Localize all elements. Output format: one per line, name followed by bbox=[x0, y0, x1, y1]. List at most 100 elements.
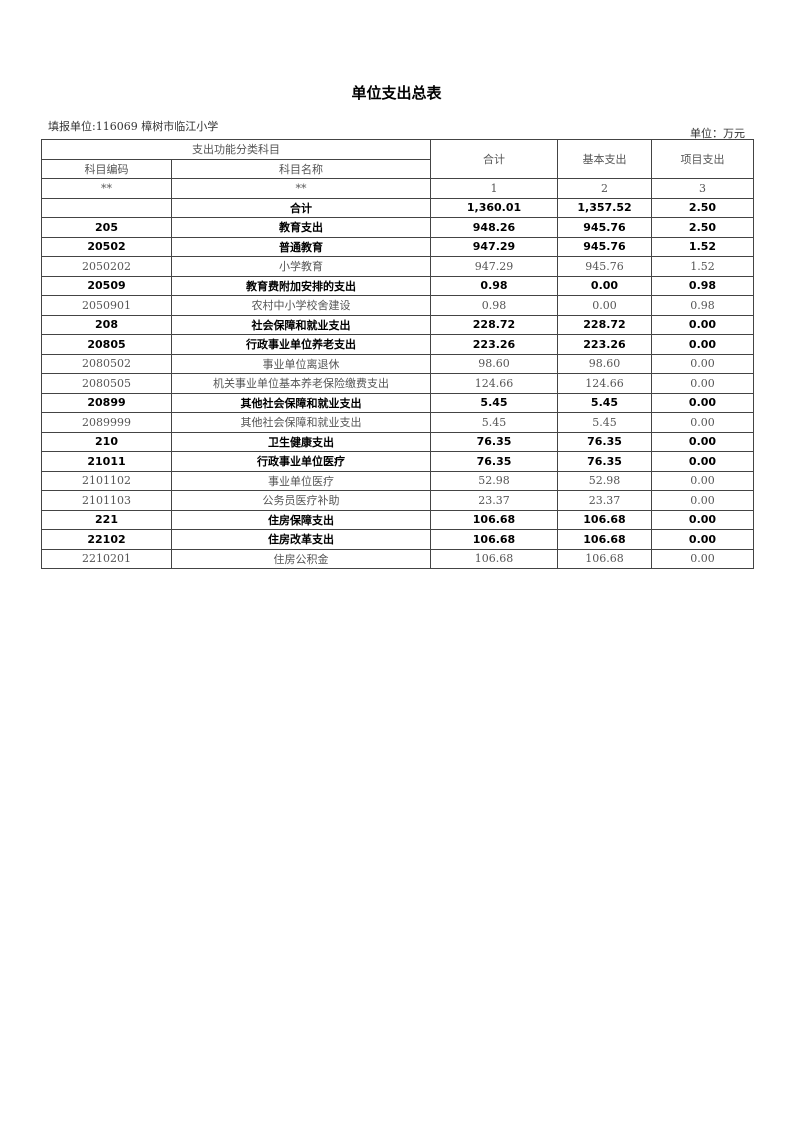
table-row: 2050202 小学教育 947.29 945.76 1.52 bbox=[41, 256, 754, 277]
cell-total: 106.68 bbox=[430, 509, 558, 530]
cell-total: 23.37 bbox=[430, 490, 558, 511]
cell-basic: 945.76 bbox=[557, 256, 652, 277]
header-total: 合计 bbox=[430, 139, 558, 179]
cell-basic: 98.60 bbox=[557, 353, 652, 374]
cell-code: 20899 bbox=[41, 392, 172, 413]
cell-project: 0.00 bbox=[651, 470, 754, 491]
cell-total: 106.68 bbox=[430, 548, 558, 569]
cell-name: 农村中小学校舍建设 bbox=[171, 295, 431, 316]
cell-project: 1.52 bbox=[651, 236, 754, 257]
cell-total: 124.66 bbox=[430, 373, 558, 394]
cell-basic: 1,357.52 bbox=[557, 197, 652, 218]
cell-project: 0.00 bbox=[651, 490, 754, 511]
cell-basic: 106.68 bbox=[557, 529, 652, 550]
cell-name: 小学教育 bbox=[171, 256, 431, 277]
cell-name: 公务员医疗补助 bbox=[171, 490, 431, 511]
cell-code: 2101102 bbox=[41, 470, 172, 491]
cell-name: 普通教育 bbox=[171, 236, 431, 257]
table-row: 20509 教育费附加安排的支出 0.98 0.00 0.98 bbox=[41, 275, 754, 296]
cell-basic: 0.00 bbox=[557, 275, 652, 296]
cell-total: 947.29 bbox=[430, 236, 558, 257]
cell-total: 106.68 bbox=[430, 529, 558, 550]
index-row: ** ** 1 2 3 bbox=[41, 178, 754, 199]
cell-code bbox=[41, 197, 172, 218]
cell-basic: 76.35 bbox=[557, 431, 652, 452]
index-cell: 3 bbox=[651, 178, 754, 199]
cell-project: 2.50 bbox=[651, 217, 754, 238]
cell-code: 2210201 bbox=[41, 548, 172, 569]
expenditure-table: 支出功能分类科目 合计 基本支出 项目支出 科目编码 科目名称 ** ** 1 … bbox=[41, 139, 754, 569]
cell-total: 0.98 bbox=[430, 275, 558, 296]
cell-code: 2089999 bbox=[41, 412, 172, 433]
index-cell: 2 bbox=[557, 178, 652, 199]
table-row: 合计 1,360.01 1,357.52 2.50 bbox=[41, 197, 754, 218]
cell-code: 2101103 bbox=[41, 490, 172, 511]
cell-code: 221 bbox=[41, 509, 172, 530]
cell-code: 2080502 bbox=[41, 353, 172, 374]
cell-basic: 106.68 bbox=[557, 548, 652, 569]
cell-name: 其他社会保障和就业支出 bbox=[171, 392, 431, 413]
cell-basic: 945.76 bbox=[557, 217, 652, 238]
cell-basic: 124.66 bbox=[557, 373, 652, 394]
table-row: 2080505 机关事业单位基本养老保险缴费支出 124.66 124.66 0.00 bbox=[41, 373, 754, 394]
table-row: 2050901 农村中小学校舍建设 0.98 0.00 0.98 bbox=[41, 295, 754, 316]
cell-code: 21011 bbox=[41, 451, 172, 472]
cell-project: 2.50 bbox=[651, 197, 754, 218]
cell-basic: 223.26 bbox=[557, 334, 652, 355]
cell-total: 1,360.01 bbox=[430, 197, 558, 218]
cell-basic: 228.72 bbox=[557, 314, 652, 335]
table-row: 208 社会保障和就业支出 228.72 228.72 0.00 bbox=[41, 314, 754, 335]
cell-name: 卫生健康支出 bbox=[171, 431, 431, 452]
cell-basic: 106.68 bbox=[557, 509, 652, 530]
cell-code: 20805 bbox=[41, 334, 172, 355]
table-row: 2101103 公务员医疗补助 23.37 23.37 0.00 bbox=[41, 490, 754, 511]
table-row: 22102 住房改革支出 106.68 106.68 0.00 bbox=[41, 529, 754, 550]
cell-code: 22102 bbox=[41, 529, 172, 550]
cell-basic: 23.37 bbox=[557, 490, 652, 511]
cell-project: 0.00 bbox=[651, 392, 754, 413]
cell-name: 住房保障支出 bbox=[171, 509, 431, 530]
cell-name: 教育支出 bbox=[171, 217, 431, 238]
cell-code: 2050202 bbox=[41, 256, 172, 277]
cell-project: 0.00 bbox=[651, 451, 754, 472]
cell-code: 210 bbox=[41, 431, 172, 452]
cell-total: 76.35 bbox=[430, 431, 558, 452]
cell-basic: 945.76 bbox=[557, 236, 652, 257]
cell-name: 机关事业单位基本养老保险缴费支出 bbox=[171, 373, 431, 394]
index-cell: ** bbox=[41, 178, 172, 199]
cell-project: 0.00 bbox=[651, 529, 754, 550]
header-row: 支出功能分类科目 合计 基本支出 项目支出 bbox=[41, 139, 754, 179]
cell-code: 2080505 bbox=[41, 373, 172, 394]
cell-basic: 76.35 bbox=[557, 451, 652, 472]
table-row: 21011 行政事业单位医疗 76.35 76.35 0.00 bbox=[41, 451, 754, 472]
cell-name: 事业单位离退休 bbox=[171, 353, 431, 374]
cell-name: 教育费附加安排的支出 bbox=[171, 275, 431, 296]
table-row: 2101102 事业单位医疗 52.98 52.98 0.00 bbox=[41, 470, 754, 491]
table-row: 2210201 住房公积金 106.68 106.68 0.00 bbox=[41, 548, 754, 569]
cell-name: 事业单位医疗 bbox=[171, 470, 431, 491]
cell-project: 0.00 bbox=[651, 412, 754, 433]
cell-total: 52.98 bbox=[430, 470, 558, 491]
cell-project: 0.00 bbox=[651, 373, 754, 394]
currency-unit: 单位：万元 bbox=[690, 127, 745, 140]
cell-name: 住房公积金 bbox=[171, 548, 431, 569]
cell-name: 合计 bbox=[171, 197, 431, 218]
cell-basic: 0.00 bbox=[557, 295, 652, 316]
page-title: 单位支出总表 bbox=[351, 84, 442, 102]
table-row: 20899 其他社会保障和就业支出 5.45 5.45 0.00 bbox=[41, 392, 754, 413]
cell-name: 其他社会保障和就业支出 bbox=[171, 412, 431, 433]
header-group: 支出功能分类科目 bbox=[41, 139, 431, 160]
reporting-unit: 填报单位:116069 樟树市临江小学 bbox=[48, 120, 219, 133]
table-row: 20805 行政事业单位养老支出 223.26 223.26 0.00 bbox=[41, 334, 754, 355]
table-row: 210 卫生健康支出 76.35 76.35 0.00 bbox=[41, 431, 754, 452]
cell-total: 947.29 bbox=[430, 256, 558, 277]
index-cell: 1 bbox=[430, 178, 558, 199]
cell-project: 1.52 bbox=[651, 256, 754, 277]
cell-code: 2050901 bbox=[41, 295, 172, 316]
cell-total: 5.45 bbox=[430, 412, 558, 433]
header-basic: 基本支出 bbox=[557, 139, 652, 179]
cell-basic: 5.45 bbox=[557, 392, 652, 413]
cell-project: 0.00 bbox=[651, 353, 754, 374]
cell-total: 948.26 bbox=[430, 217, 558, 238]
cell-project: 0.00 bbox=[651, 431, 754, 452]
